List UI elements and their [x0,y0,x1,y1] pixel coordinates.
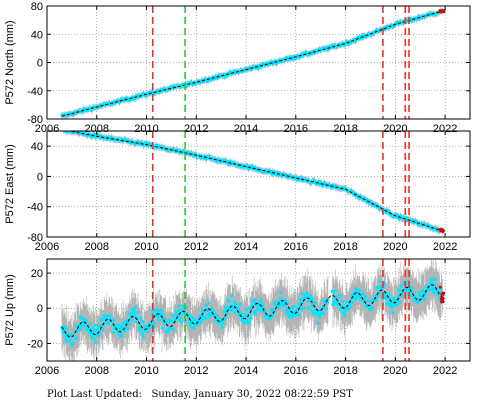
recent-point [439,297,443,301]
y-tick-label: -20 [27,338,43,350]
y-axis-label: P572 Up (mm) [4,274,16,346]
recent-point [440,292,444,296]
x-tick-label: 2018 [333,241,357,253]
recent-point [441,229,445,233]
model-line [61,10,443,117]
panel-frame [46,258,471,362]
x-tick-label: 2016 [284,365,308,377]
x-tick-label: 2012 [184,123,208,135]
x-tick-label: 2014 [234,241,258,253]
footer: Plot Last Updated: Sunday, January 30, 2… [47,389,353,400]
y-tick-label: 40 [31,141,43,153]
x-tick-label: 2006 [35,365,59,377]
footer-label: Plot Last Updated: [47,389,142,400]
panel-3: 2006 2008 2010 2012 2014 2016 2018 2020 2022 -20 0… [4,258,471,377]
x-tick-label: 2016 [284,241,308,253]
x-tick-label: 2016 [284,123,308,135]
panel-1: 2006 2008 2010 2012 2014 2016 2018 2020 2022-80-… [4,1,471,135]
x-tick-label: 2018 [333,123,357,135]
y-tick-label: 0 [37,303,43,315]
x-tick-label: 2014 [234,365,258,377]
x-tick-label: 2010 [134,365,158,377]
x-tick-label: 2008 [85,123,109,135]
recent-point [440,300,444,304]
data-points [60,8,445,118]
y-tick-label: -40 [27,86,43,98]
x-tick-label: 2012 [184,241,208,253]
x-tick-label: 2022 [433,241,457,253]
y-tick-label: 80 [31,1,43,13]
x-tick-label: 2020 [383,365,407,377]
recent-point [439,228,443,232]
x-tick-label: 2022 [433,123,457,135]
x-tick-label: 2006 [35,123,59,135]
x-tick-label: 2008 [85,365,109,377]
recent-point [441,9,445,13]
y-tick-label: 0 [37,171,43,183]
x-tick-label: 2018 [333,365,357,377]
y-tick-label: -80 [27,232,43,244]
y-axis-label: P572 North (mm) [4,20,16,104]
y-tick-label: 20 [31,268,43,280]
y-tick-label: 40 [31,29,43,41]
footer-timestamp: Sunday, January 30, 2022 08:22:59 PST [151,389,353,400]
x-tick-label: 2020 [383,123,407,135]
panel-frame [46,130,471,238]
y-axis-label: P572 East (mm) [4,144,16,223]
data-layer [61,131,445,235]
x-tick-label: 2014 [234,123,258,135]
panel-2: 2006 2008 2010 2012 2014 2016 2018 2020 2022 -80 -… [4,130,471,253]
x-tick-label: 2012 [184,365,208,377]
data-layer [60,259,446,361]
y-tick-label: -40 [27,202,43,214]
x-tick-label: 2006 [35,241,59,253]
y-tick-label: -80 [27,114,43,126]
x-tick-label: 2020 [383,241,407,253]
data-layer [60,7,446,119]
x-tick-label: 2010 [134,241,158,253]
y-tick-label: 0 [37,58,43,70]
recent-point [438,285,442,289]
model-line [66,131,443,232]
x-tick-label: 2008 [85,241,109,253]
x-tick-label: 2022 [433,365,457,377]
